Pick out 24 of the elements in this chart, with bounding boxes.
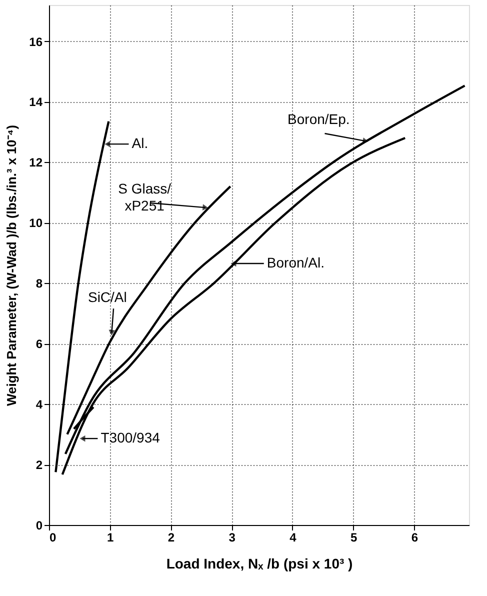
x-tick-label: 2 [168, 530, 175, 544]
annotation: Boron/Al. [266, 254, 325, 270]
y-tick-label: 14 [29, 95, 43, 110]
y-tick-label: 12 [29, 156, 43, 170]
y-tick-label: 0 [36, 518, 43, 532]
x-tick-label: 1 [107, 530, 114, 544]
y-tick-label: 2 [36, 458, 43, 472]
annotation: S Glass/ xP251 [118, 180, 172, 214]
y-tick-label: 16 [29, 34, 43, 49]
y-tick-label: 8 [36, 276, 43, 291]
annotation: T300/934 [100, 430, 160, 446]
x-tick-label: 5 [350, 530, 358, 544]
y-tick-label: 6 [36, 337, 43, 352]
annotation: SiC/Al [88, 288, 127, 305]
annotation: Al. [132, 135, 148, 152]
y-tick-label: 4 [36, 398, 43, 412]
x-tick-label: 6 [411, 530, 418, 544]
x-axis-title: Load Index, Nₓ /b (psi x 10³ ) [166, 556, 353, 572]
annotation: Boron/Ep. [288, 110, 350, 127]
x-tick-label: 4 [290, 530, 297, 544]
x-tick-label: 3 [228, 530, 236, 544]
y-tick-label: 10 [29, 216, 43, 230]
y-axis-title: Weight Parameter, (W-Wad )/b (lbs./in.³ x 10⁻⁴) [4, 124, 20, 406]
x-tick-label: 0 [50, 530, 56, 544]
